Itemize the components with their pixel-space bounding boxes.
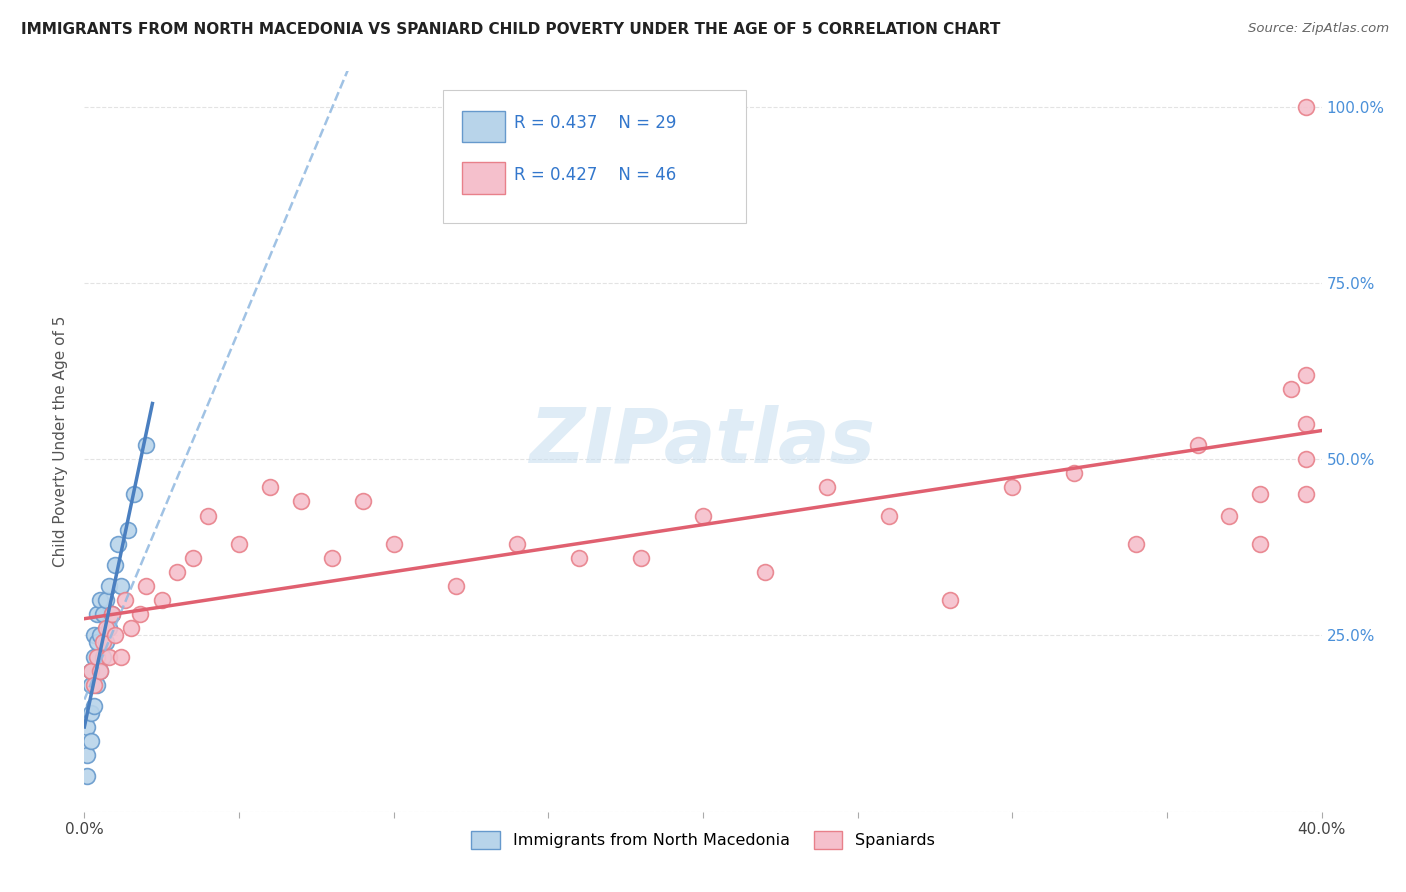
Point bbox=[98, 621, 121, 635]
Point bbox=[83, 649, 105, 664]
Point bbox=[321, 550, 343, 565]
Text: R = 0.427    N = 46: R = 0.427 N = 46 bbox=[513, 166, 676, 184]
Point bbox=[94, 635, 117, 649]
Point bbox=[1249, 537, 1271, 551]
Point bbox=[1218, 508, 1240, 523]
Point bbox=[114, 593, 136, 607]
Point bbox=[117, 523, 139, 537]
Point bbox=[76, 748, 98, 763]
Text: Source: ZipAtlas.com: Source: ZipAtlas.com bbox=[1249, 22, 1389, 36]
Point bbox=[83, 698, 105, 713]
Point bbox=[83, 628, 105, 642]
Point bbox=[86, 635, 108, 649]
Point bbox=[86, 607, 108, 622]
Point bbox=[877, 508, 900, 523]
Point bbox=[98, 579, 121, 593]
FancyBboxPatch shape bbox=[443, 90, 747, 223]
Point bbox=[107, 537, 129, 551]
Point bbox=[129, 607, 152, 622]
Point bbox=[1125, 537, 1147, 551]
Point bbox=[120, 621, 142, 635]
Point bbox=[104, 558, 127, 572]
Point bbox=[815, 480, 838, 494]
Y-axis label: Child Poverty Under the Age of 5: Child Poverty Under the Age of 5 bbox=[53, 316, 69, 567]
Point bbox=[1187, 438, 1209, 452]
Point bbox=[181, 550, 204, 565]
Point bbox=[104, 628, 127, 642]
Point bbox=[150, 593, 173, 607]
Point bbox=[135, 438, 157, 452]
Point bbox=[79, 678, 101, 692]
Point bbox=[76, 769, 98, 783]
Point bbox=[1295, 417, 1317, 431]
Legend: Immigrants from North Macedonia, Spaniards: Immigrants from North Macedonia, Spaniar… bbox=[464, 824, 942, 855]
Point bbox=[101, 607, 124, 622]
Point bbox=[89, 664, 111, 678]
Point bbox=[630, 550, 652, 565]
Point bbox=[110, 579, 132, 593]
Text: IMMIGRANTS FROM NORTH MACEDONIA VS SPANIARD CHILD POVERTY UNDER THE AGE OF 5 COR: IMMIGRANTS FROM NORTH MACEDONIA VS SPANI… bbox=[21, 22, 1001, 37]
Point bbox=[259, 480, 281, 494]
Point bbox=[166, 565, 188, 579]
Point bbox=[94, 621, 117, 635]
Point bbox=[506, 537, 529, 551]
Text: ZIPatlas: ZIPatlas bbox=[530, 405, 876, 478]
Point bbox=[89, 593, 111, 607]
Point bbox=[1295, 100, 1317, 114]
Point bbox=[86, 678, 108, 692]
Point bbox=[568, 550, 591, 565]
Point bbox=[1295, 368, 1317, 382]
Point bbox=[290, 494, 312, 508]
Point bbox=[352, 494, 374, 508]
Point bbox=[89, 628, 111, 642]
Point bbox=[98, 649, 121, 664]
Point bbox=[86, 649, 108, 664]
Bar bbox=[461, 111, 505, 142]
Point bbox=[939, 593, 962, 607]
Point bbox=[1295, 487, 1317, 501]
Point bbox=[135, 579, 157, 593]
Point bbox=[91, 607, 114, 622]
Point bbox=[1295, 452, 1317, 467]
Point bbox=[122, 487, 145, 501]
Point bbox=[110, 649, 132, 664]
Point bbox=[692, 508, 714, 523]
Point bbox=[382, 537, 405, 551]
Point bbox=[101, 607, 124, 622]
Point bbox=[228, 537, 250, 551]
Point bbox=[94, 593, 117, 607]
Point bbox=[1279, 382, 1302, 396]
Point bbox=[444, 579, 467, 593]
Point bbox=[79, 664, 101, 678]
Point bbox=[76, 720, 98, 734]
Point bbox=[79, 706, 101, 720]
Text: R = 0.437    N = 29: R = 0.437 N = 29 bbox=[513, 114, 676, 132]
Point bbox=[754, 565, 776, 579]
Point bbox=[1249, 487, 1271, 501]
Point bbox=[197, 508, 219, 523]
Point bbox=[91, 649, 114, 664]
Point bbox=[1001, 480, 1024, 494]
Point bbox=[79, 664, 101, 678]
Point bbox=[83, 678, 105, 692]
Bar bbox=[461, 162, 505, 194]
Point bbox=[79, 734, 101, 748]
Point bbox=[89, 664, 111, 678]
Point bbox=[91, 635, 114, 649]
Point bbox=[1063, 467, 1085, 481]
